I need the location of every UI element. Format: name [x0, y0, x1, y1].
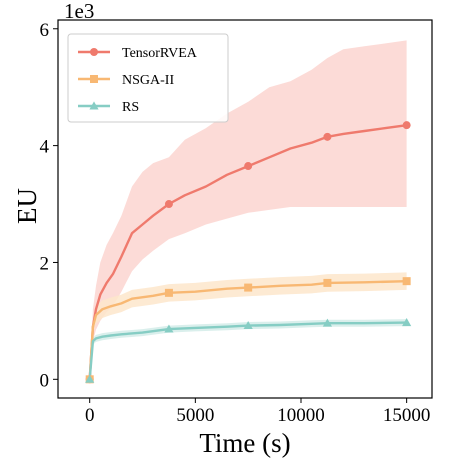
y-axis-label: EU: [12, 188, 42, 224]
marker-nsga-ii: [244, 283, 253, 292]
legend-box: [67, 33, 229, 123]
marker-rs: [402, 318, 412, 327]
legend-marker: [90, 75, 98, 83]
x-tick-label: 5000: [176, 405, 214, 426]
plot-frame: [57, 19, 433, 399]
x-axis-label: Time (s): [199, 428, 290, 458]
legend: TensorRVEA NSGA-II RS: [67, 33, 229, 123]
marker-rs: [164, 324, 174, 333]
legend-label: RS: [122, 100, 139, 115]
marker-tensorrvea: [402, 121, 411, 130]
line-rs: [88, 321, 407, 380]
band-nsga-ii: [89, 272, 407, 380]
marker-tensorrvea: [244, 162, 253, 171]
x-axis-ticks: 0 5000 10000 15000: [85, 398, 430, 426]
marker-nsga-ii: [164, 288, 173, 297]
legend-marker: [90, 48, 98, 56]
marker-nsga-ii: [323, 278, 332, 287]
y-scale-label: 1e3: [64, 0, 94, 23]
series-markers: [85, 121, 412, 384]
confidence-bands: [89, 40, 407, 380]
y-tick-label: 4: [40, 137, 50, 158]
line-tensorrvea: [88, 124, 407, 380]
marker-rs: [243, 320, 253, 330]
legend-marker: [89, 101, 99, 110]
y-tick-label: 2: [40, 253, 50, 274]
x-tick-label: 10000: [277, 405, 325, 426]
y-axis-ticks: 0 2 4 6: [40, 20, 58, 391]
marker-tensorrvea: [164, 200, 173, 209]
legend-label: TensorRVEA: [122, 46, 198, 61]
y-tick-label: 0: [40, 370, 50, 391]
band-tensorrvea: [89, 40, 407, 380]
legend-label: NSGA-II: [122, 73, 174, 88]
band-rs: [89, 319, 407, 380]
marker-tensorrvea: [323, 132, 332, 141]
y-tick-label: 6: [40, 20, 50, 41]
x-tick-label: 15000: [383, 405, 431, 426]
marker-nsga-ii: [402, 277, 411, 286]
x-tick-label: 0: [85, 405, 95, 426]
marker-rs: [85, 374, 95, 383]
marker-rs: [322, 318, 333, 327]
